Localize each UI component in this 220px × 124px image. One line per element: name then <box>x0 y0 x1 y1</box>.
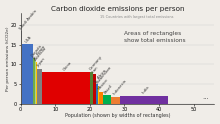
Text: Saudi Arabia: Saudi Arabia <box>18 9 37 30</box>
Text: S. Africa: S. Africa <box>94 68 107 83</box>
Bar <box>120 96 168 104</box>
Text: China: China <box>63 60 73 71</box>
Bar <box>42 72 90 104</box>
Text: Kazakhstan: Kazakhstan <box>95 65 113 85</box>
Bar <box>33 58 35 104</box>
Bar <box>103 95 111 104</box>
Bar <box>93 74 96 104</box>
Text: Japan: Japan <box>36 57 46 68</box>
Text: Australia: Australia <box>34 46 48 62</box>
Bar <box>99 92 103 104</box>
Text: 15 Countries with largest total emissions: 15 Countries with largest total emission… <box>100 15 174 19</box>
X-axis label: Population (shown by widths of rectangles): Population (shown by widths of rectangle… <box>65 113 170 118</box>
Bar <box>22 44 33 104</box>
Bar <box>111 96 120 104</box>
Text: Areas of rectangles
show total emissions: Areas of rectangles show total emissions <box>125 31 186 43</box>
Text: ...: ... <box>202 93 209 100</box>
Bar <box>90 72 93 104</box>
Text: Iran: Iran <box>91 65 99 73</box>
Text: USA: USA <box>24 34 33 43</box>
Text: Mexico: Mexico <box>98 78 110 91</box>
Text: India: India <box>141 85 150 95</box>
Text: S. Korea: S. Korea <box>32 45 46 60</box>
Bar <box>21 31 22 104</box>
Text: Canada: Canada <box>31 44 44 58</box>
Title: Carbon dioxide emissions per person: Carbon dioxide emissions per person <box>51 6 184 12</box>
Text: Germany: Germany <box>88 55 103 71</box>
Text: Brazil: Brazil <box>104 83 114 94</box>
Bar <box>96 84 98 104</box>
Y-axis label: Per person emissions (tCO2e): Per person emissions (tCO2e) <box>6 26 9 91</box>
Bar <box>98 86 99 104</box>
Bar <box>35 60 37 104</box>
Bar <box>37 69 42 104</box>
Text: Indonesia: Indonesia <box>112 79 127 96</box>
